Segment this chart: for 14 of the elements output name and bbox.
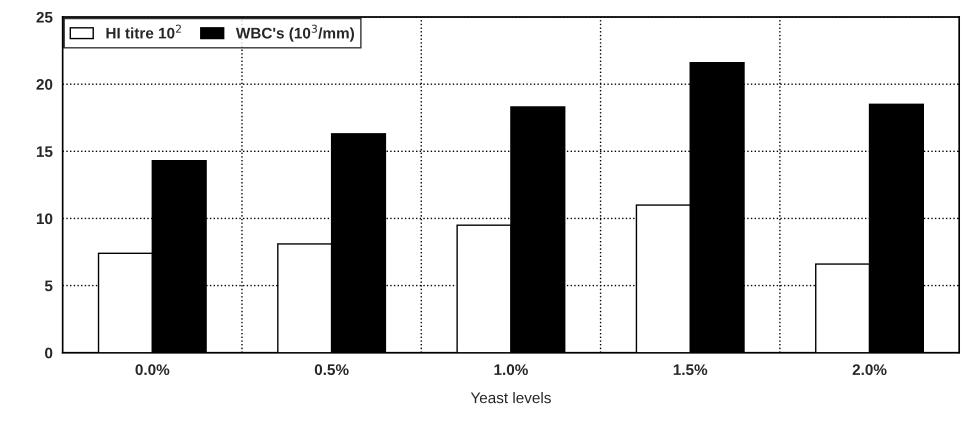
x-tick-label: 0.0% xyxy=(136,364,170,376)
legend-label: HI titre 10$^{2}$ xyxy=(106,24,181,39)
x-tick-label: 2.0% xyxy=(852,364,887,376)
y-tick-label: 0 xyxy=(45,348,52,358)
y-tick-label: 20 xyxy=(36,79,52,90)
legend-label: WBC's (10$^{3}$/mm) xyxy=(236,24,354,42)
y-tick-label: 5 xyxy=(44,280,53,292)
x-tick-label: 1.5% xyxy=(674,364,708,376)
x-tick-label: 0.5% xyxy=(314,364,349,376)
x-axis-title: Yeast levels xyxy=(470,392,551,404)
y-tick-label: 15 xyxy=(36,146,53,157)
x-tick-label: 1.0% xyxy=(494,364,528,376)
y-tick-label: 10 xyxy=(36,213,52,224)
y-tick-label: 25 xyxy=(36,12,53,23)
